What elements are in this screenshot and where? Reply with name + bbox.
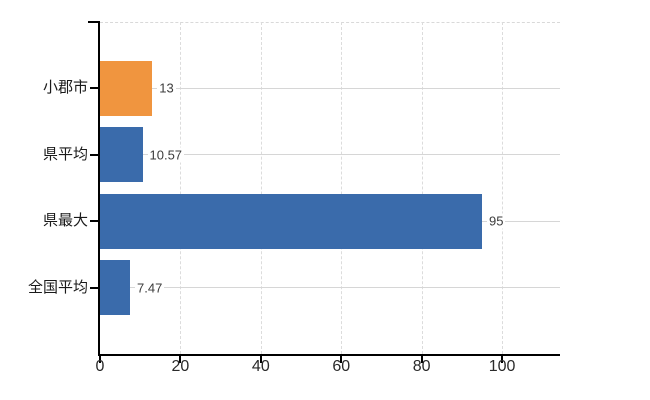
x-tick-label: 40 bbox=[251, 358, 270, 375]
y-axis-tick bbox=[90, 87, 98, 90]
y-axis-top-tick bbox=[88, 21, 100, 23]
bar-3 bbox=[100, 193, 482, 249]
x-tick-label: 100 bbox=[488, 358, 516, 375]
category-label: 県平均 bbox=[42, 145, 88, 163]
vertical-gridline bbox=[341, 22, 343, 354]
plot-top-border bbox=[100, 22, 560, 23]
bar-2 bbox=[100, 127, 143, 183]
x-axis-tick bbox=[340, 356, 343, 363]
x-axis-tick bbox=[99, 356, 101, 363]
x-axis-line bbox=[98, 354, 560, 356]
plot-area: 13 10.57 95 7.47 bbox=[100, 22, 560, 354]
value-label: 95 bbox=[486, 213, 506, 229]
vertical-gridline bbox=[180, 22, 182, 354]
vertical-gridline bbox=[421, 22, 423, 354]
vertical-gridline bbox=[260, 22, 262, 354]
value-label: 10.57 bbox=[147, 147, 185, 163]
category-label: 全国平均 bbox=[27, 278, 88, 296]
y-axis-tick bbox=[90, 153, 98, 156]
x-axis-tick bbox=[179, 356, 182, 363]
y-axis-tick bbox=[90, 220, 98, 223]
value-label: 7.47 bbox=[135, 280, 165, 296]
horizontal-gridline bbox=[100, 287, 560, 289]
horizontal-gridline bbox=[100, 87, 560, 89]
category-label: 県最大 bbox=[42, 212, 88, 230]
x-axis-tick bbox=[501, 356, 504, 363]
x-tick-label: 20 bbox=[171, 358, 190, 375]
vertical-gridline bbox=[502, 22, 504, 354]
category-label: 小郡市 bbox=[42, 79, 88, 97]
horizontal-gridline bbox=[100, 154, 560, 156]
y-axis-tick bbox=[90, 286, 98, 289]
bar-1 bbox=[100, 60, 153, 116]
bar-4 bbox=[100, 260, 131, 316]
x-tick-label: 0 bbox=[95, 358, 105, 375]
y-axis-line bbox=[98, 22, 100, 356]
value-label: 13 bbox=[157, 80, 176, 96]
x-axis-tick bbox=[259, 356, 262, 363]
x-tick-label: 80 bbox=[412, 358, 431, 375]
x-axis-tick bbox=[420, 356, 423, 363]
x-tick-label: 60 bbox=[332, 358, 351, 375]
